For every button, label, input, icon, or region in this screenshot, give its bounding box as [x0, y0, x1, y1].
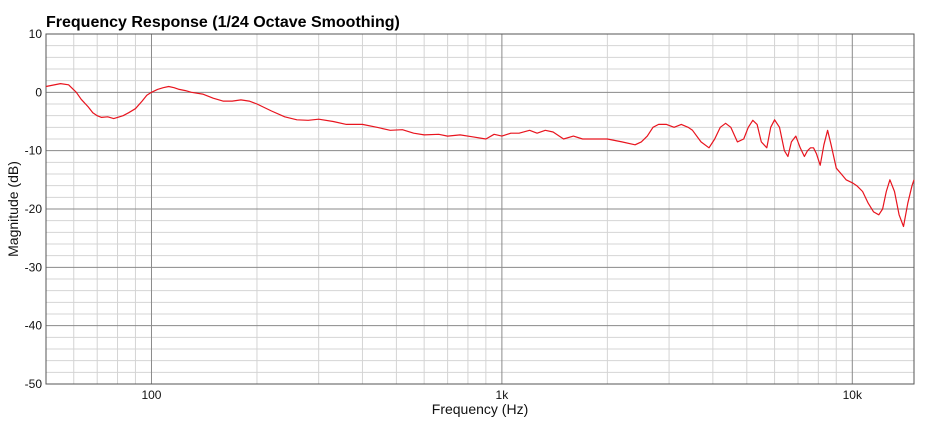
series-layer: [45, 82, 915, 228]
x-axis-label: Frequency (Hz): [432, 401, 528, 417]
y-tick-labels: 10 0 -10 -20 -30 -40 -50: [25, 27, 43, 391]
y-tick-label: -30: [25, 260, 43, 274]
x-tick-label: 100: [141, 388, 161, 402]
chart-title: Frequency Response (1/24 Octave Smoothin…: [46, 14, 400, 31]
series-line-0: [45, 82, 915, 228]
x-tick-label: 1k: [496, 388, 510, 402]
x-tick-labels: 100 1k 10k: [141, 388, 862, 402]
y-tick-label: -50: [25, 377, 43, 391]
y-tick-label: -10: [25, 144, 43, 158]
x-tick-label: 10k: [843, 388, 863, 402]
y-tick-label: -40: [25, 319, 43, 333]
y-axis-label: Magnitude (dB): [5, 161, 21, 257]
plot-frame: [45, 33, 915, 385]
y-tick-label: 0: [35, 85, 42, 99]
major-grid: [46, 33, 914, 385]
y-tick-label: -20: [25, 202, 43, 216]
y-tick-label: 10: [29, 27, 43, 41]
